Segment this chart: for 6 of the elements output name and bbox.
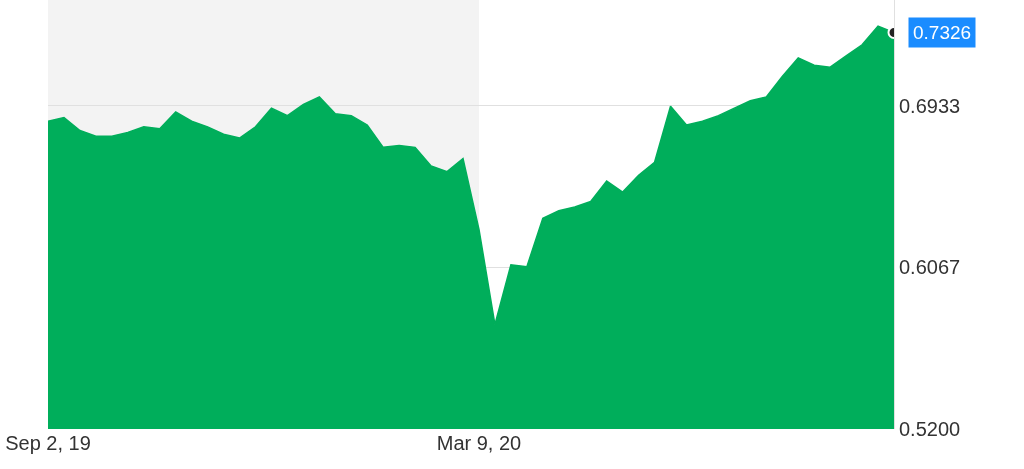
y-tick-label: 0.5200 [899, 418, 961, 440]
y-tick-label: 0.6067 [899, 256, 961, 279]
x-tick-label: Mar 9, 20 [436, 432, 522, 454]
annotation: 0.7326 [913, 22, 972, 43]
y-tick-label: 0.6933 [899, 94, 961, 117]
x-tick-label: Sep 2, 19 [5, 432, 91, 454]
